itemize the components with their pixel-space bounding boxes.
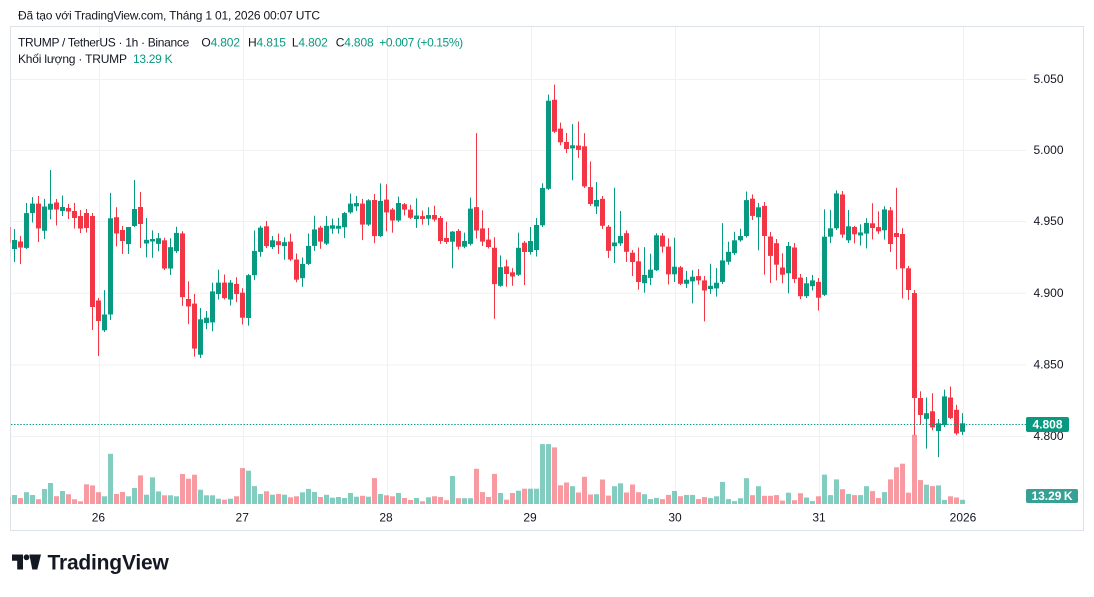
svg-text:29: 29 [523,511,537,525]
svg-text:13.29 K: 13.29 K [1031,489,1072,503]
svg-text:H4.815: H4.815 [248,35,286,49]
svg-text:4.808: 4.808 [1032,418,1062,432]
svg-text:Đã tạo với TradingView.com, Th: Đã tạo với TradingView.com, Tháng 1 01, … [18,8,320,22]
svg-text:C4.808: C4.808 [336,35,374,49]
svg-text:5.050: 5.050 [1034,72,1064,86]
svg-text:4.900: 4.900 [1034,286,1064,300]
svg-text:4.800: 4.800 [1034,429,1064,443]
svg-text:TRUMP / TetherUS · 1h · Binanc: TRUMP / TetherUS · 1h · Binance [18,35,190,49]
svg-text:TradingView: TradingView [48,552,170,575]
svg-text:+0.007 (+0.15%): +0.007 (+0.15%) [379,35,463,49]
svg-text:27: 27 [236,511,250,525]
svg-text:31: 31 [812,511,826,525]
svg-text:2026: 2026 [950,511,977,525]
svg-text:4.950: 4.950 [1034,214,1064,228]
svg-text:L4.802: L4.802 [292,35,328,49]
svg-text:4.850: 4.850 [1034,358,1064,372]
svg-text:28: 28 [379,511,393,525]
svg-text:30: 30 [668,511,682,525]
svg-text:5.000: 5.000 [1034,143,1064,157]
svg-text:O4.802: O4.802 [201,35,240,49]
svg-text:26: 26 [92,511,106,525]
svg-text:13.29 K: 13.29 K [133,52,173,66]
svg-text:Khối lượng · TRUMP: Khối lượng · TRUMP [18,52,127,66]
